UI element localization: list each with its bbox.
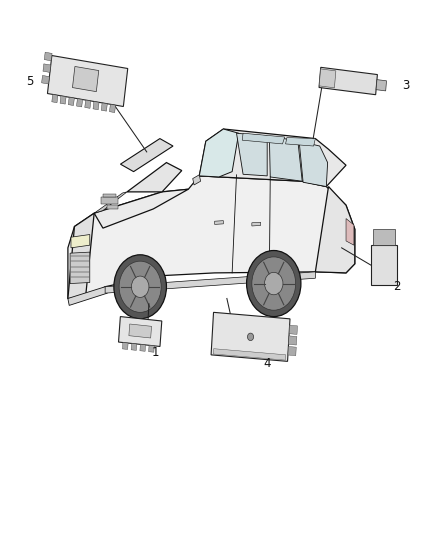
Polygon shape [213, 349, 286, 360]
Text: 1: 1 [152, 346, 159, 359]
Text: 5: 5 [26, 75, 33, 87]
Text: 3: 3 [402, 79, 409, 92]
Polygon shape [70, 252, 90, 284]
Circle shape [265, 272, 283, 295]
Polygon shape [68, 287, 107, 305]
Polygon shape [72, 67, 99, 92]
Polygon shape [129, 324, 152, 338]
Polygon shape [299, 141, 328, 187]
Circle shape [252, 257, 296, 310]
Polygon shape [107, 205, 118, 209]
Polygon shape [199, 129, 346, 187]
Polygon shape [42, 76, 49, 84]
Polygon shape [77, 99, 83, 107]
Polygon shape [93, 101, 99, 110]
Polygon shape [68, 97, 74, 106]
Text: 2: 2 [392, 280, 400, 293]
Polygon shape [140, 344, 145, 351]
Polygon shape [94, 189, 188, 228]
Polygon shape [47, 55, 128, 107]
Circle shape [131, 276, 149, 297]
Polygon shape [199, 129, 239, 177]
Polygon shape [242, 133, 285, 144]
Polygon shape [215, 221, 223, 224]
Polygon shape [71, 235, 90, 248]
Polygon shape [289, 336, 297, 345]
Polygon shape [269, 136, 302, 181]
Polygon shape [101, 197, 118, 204]
Polygon shape [68, 176, 355, 298]
Polygon shape [110, 104, 116, 112]
Polygon shape [373, 229, 395, 245]
Polygon shape [131, 343, 137, 350]
Polygon shape [288, 346, 296, 356]
Polygon shape [237, 133, 267, 176]
Polygon shape [123, 343, 128, 350]
Polygon shape [211, 312, 290, 361]
Polygon shape [376, 79, 387, 91]
Polygon shape [193, 175, 201, 185]
Polygon shape [319, 67, 378, 95]
Polygon shape [105, 272, 315, 293]
Polygon shape [127, 163, 182, 192]
Polygon shape [252, 222, 261, 226]
Polygon shape [101, 103, 107, 111]
Polygon shape [43, 64, 51, 72]
Polygon shape [286, 138, 315, 146]
Circle shape [247, 333, 254, 341]
Polygon shape [68, 213, 94, 298]
Polygon shape [120, 139, 173, 172]
Text: 4: 4 [263, 357, 271, 370]
Polygon shape [315, 187, 355, 273]
Circle shape [119, 261, 161, 312]
Circle shape [114, 255, 166, 319]
Polygon shape [52, 94, 58, 103]
Polygon shape [44, 52, 52, 61]
Polygon shape [346, 219, 354, 245]
Polygon shape [119, 317, 162, 346]
Polygon shape [148, 345, 154, 352]
Polygon shape [319, 69, 336, 88]
Circle shape [247, 251, 301, 317]
Polygon shape [60, 96, 66, 104]
Polygon shape [94, 192, 127, 213]
Polygon shape [289, 325, 297, 334]
Polygon shape [85, 100, 91, 108]
Polygon shape [371, 245, 397, 286]
Polygon shape [103, 194, 116, 197]
